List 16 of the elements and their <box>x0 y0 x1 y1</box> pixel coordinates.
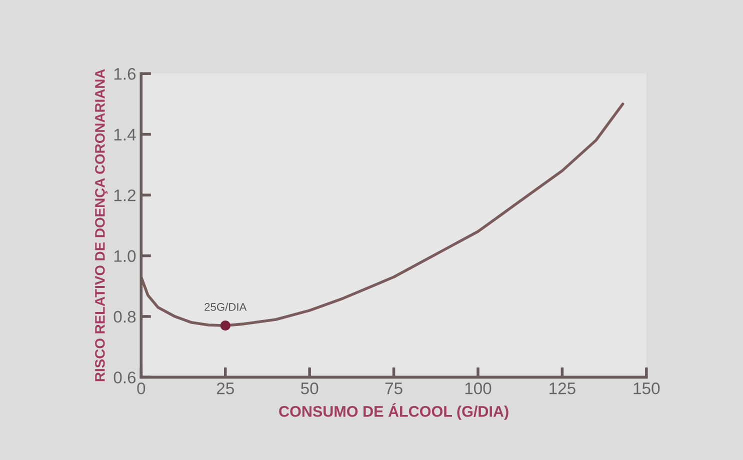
x-axis-title: CONSUMO DE ÁLCOOL (G/DIA) <box>279 403 508 420</box>
x-tick-label: 75 <box>385 382 402 394</box>
x-tick-label: 25 <box>216 382 234 394</box>
y-tick-label: 0.6 <box>114 372 136 384</box>
x-tick-label: 125 <box>550 382 576 394</box>
x-tick-label: 50 <box>300 382 318 394</box>
y-axis-title: RISCO RELATIVO DE DOENÇA CORONARIANA <box>95 69 108 382</box>
x-tick-label: 100 <box>465 382 492 394</box>
annotation: 25G/DIA <box>204 302 247 311</box>
x-tick-label: 0 <box>137 382 146 394</box>
y-tick-label: 0.8 <box>114 310 136 323</box>
x-tick-label: 150 <box>634 382 660 394</box>
y-tick-label: 1.2 <box>114 189 136 202</box>
y-tick-label: 1.6 <box>114 68 136 80</box>
y-tick-label: 1.0 <box>114 250 136 262</box>
y-tick-label: 1.4 <box>114 128 136 140</box>
